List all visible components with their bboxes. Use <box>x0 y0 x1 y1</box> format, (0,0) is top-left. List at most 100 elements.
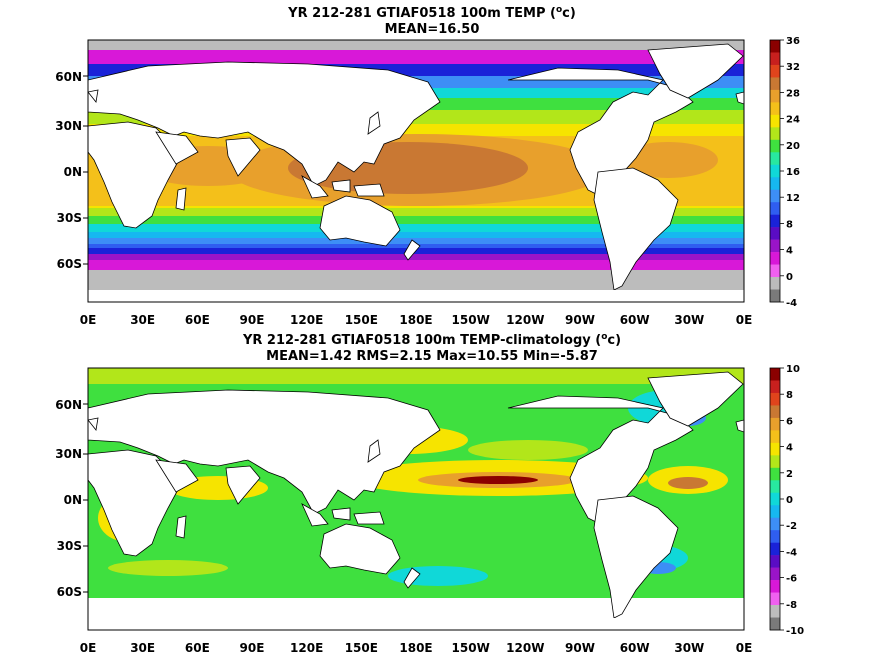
colorbar-tick: 28 <box>786 88 800 99</box>
colorbar-swatch <box>770 442 780 456</box>
lat-tick: 0N <box>64 165 82 179</box>
lon-tick: 90W <box>565 641 595 655</box>
lon-tick: 60W <box>620 313 650 327</box>
colorbar-swatch <box>770 542 780 556</box>
colorbar-swatch <box>770 392 780 406</box>
colorbar-tick: 36 <box>786 36 800 47</box>
colorbar-swatch <box>770 227 780 240</box>
panel-2-title-line-2: MEAN=1.42 RMS=2.15 Max=10.55 Min=-5.87 <box>266 349 598 364</box>
panel-temperature-anomaly: YR 212-281 GTIAF0518 100m TEMP-climatolo… <box>55 332 804 655</box>
colorbar-swatch <box>770 264 780 278</box>
colorbar-swatch <box>770 127 780 141</box>
panel-1-title-line-1: YR 212-281 GTIAF0518 100m TEMP (oc) <box>287 5 576 21</box>
colorbar-swatch <box>770 617 780 631</box>
colorbar-swatch <box>770 89 780 103</box>
colorbar-swatch <box>770 252 780 265</box>
lon-tick: 120E <box>290 313 323 327</box>
panel-2-longitude-labels: 0E 30E 60E 90E 120E 150E 180E 150W 120W 90W 60W 30W… <box>80 641 753 655</box>
colorbar-tick: 8 <box>786 390 793 401</box>
colorbar-swatch <box>770 139 780 153</box>
colorbar-tick: 0 <box>786 495 793 506</box>
lat-tick: 60N <box>55 398 82 412</box>
colorbar-tick: -6 <box>786 574 797 585</box>
lon-tick: 0E <box>736 641 753 655</box>
colorbar-swatch <box>770 492 780 506</box>
lat-tick: 30S <box>57 211 82 225</box>
colorbar-swatch <box>770 202 780 215</box>
lon-tick: 60W <box>620 641 650 655</box>
colorbar-swatch <box>770 189 780 203</box>
panel-1-map <box>83 39 745 303</box>
panel-temperature: YR 212-281 GTIAF0518 100m TEMP (oc) MEAN… <box>55 5 800 327</box>
colorbar-tick: 12 <box>786 193 800 204</box>
colorbar-tick: -4 <box>786 547 797 558</box>
colorbar-swatch <box>770 505 780 519</box>
lon-tick: 120W <box>506 313 544 327</box>
colorbar-swatch <box>770 380 780 394</box>
lon-tick: 120E <box>290 641 323 655</box>
colorbar-swatch <box>770 177 780 191</box>
panel-1-title-line-2: MEAN=16.50 <box>385 22 480 37</box>
colorbar-tick: 4 <box>786 246 793 257</box>
colorbar-tick: 24 <box>786 115 800 126</box>
colorbar-swatch <box>770 517 780 531</box>
lon-tick: 120W <box>506 641 544 655</box>
colorbar-swatch <box>770 277 780 290</box>
lon-tick: 30E <box>130 641 155 655</box>
colorbar-swatch <box>770 467 780 481</box>
colorbar-swatch <box>770 114 780 128</box>
colorbar-swatch <box>770 455 780 469</box>
lat-tick: 60S <box>57 257 82 271</box>
panel-1-latitude-labels: 60N 30N 0N 30S 60S <box>55 70 82 271</box>
colorbar-swatch <box>770 368 780 381</box>
colorbar-swatch <box>770 430 780 444</box>
colorbar-swatch <box>770 555 780 568</box>
colorbar-tick: 20 <box>786 141 800 152</box>
colorbar-tick: -8 <box>786 600 797 611</box>
lon-tick: 30E <box>130 313 155 327</box>
colorbar-swatch <box>770 77 780 91</box>
colorbar-tick: 2 <box>786 469 793 480</box>
panel-2-colorbar: 10 8 6 4 2 0 -2 -4 -6 -8 -10 <box>769 364 804 637</box>
colorbar-swatch <box>770 567 780 581</box>
panel-1-longitude-labels: 0E 30E 60E 90E 120E 150E 180E 150W 120W 90W 60W 30W… <box>80 313 753 327</box>
colorbar-tick: -4 <box>786 298 797 309</box>
colorbar-swatch <box>770 530 780 543</box>
lon-tick: 60E <box>185 641 210 655</box>
colorbar-tick: 32 <box>786 62 800 73</box>
panel-2-title-line-1: YR 212-281 GTIAF0518 100m TEMP-climatolo… <box>242 332 621 348</box>
colorbar-tick: 0 <box>786 272 793 283</box>
colorbar-tick: -10 <box>786 626 804 637</box>
colorbar-tick: 8 <box>786 219 793 230</box>
colorbar-swatch <box>770 417 780 431</box>
lon-tick: 180E <box>399 641 432 655</box>
lon-tick: 0E <box>80 641 97 655</box>
lat-tick: 30N <box>55 447 82 461</box>
lon-tick: 30W <box>674 641 704 655</box>
colorbar-swatch <box>770 52 780 66</box>
colorbar-swatch <box>770 580 780 593</box>
colorbar-tick: -2 <box>786 521 797 532</box>
panel-1-colorbar: 36 32 28 24 20 16 12 8 4 0 -4 <box>769 36 800 309</box>
lon-tick: 180E <box>399 313 432 327</box>
lon-tick: 150W <box>452 641 490 655</box>
colorbar-swatch <box>770 405 780 419</box>
lon-tick: 30W <box>674 313 704 327</box>
panel-2-latitude-labels: 60N 30N 0N 30S 60S <box>55 398 82 599</box>
panel-2-map <box>83 367 745 631</box>
lon-tick: 0E <box>80 313 97 327</box>
colorbar-swatch <box>770 214 780 228</box>
colorbar-swatch <box>770 40 780 53</box>
lat-tick: 30S <box>57 539 82 553</box>
colorbar-swatch <box>770 64 780 78</box>
colorbar-swatch <box>770 605 780 618</box>
colorbar-swatch <box>770 592 780 606</box>
colorbar-tick: 16 <box>786 167 800 178</box>
lon-tick: 150W <box>452 313 490 327</box>
lon-tick: 0E <box>736 313 753 327</box>
lon-tick: 60E <box>185 313 210 327</box>
colorbar-swatch <box>770 152 780 166</box>
lat-tick: 60N <box>55 70 82 84</box>
colorbar-swatch <box>770 289 780 303</box>
